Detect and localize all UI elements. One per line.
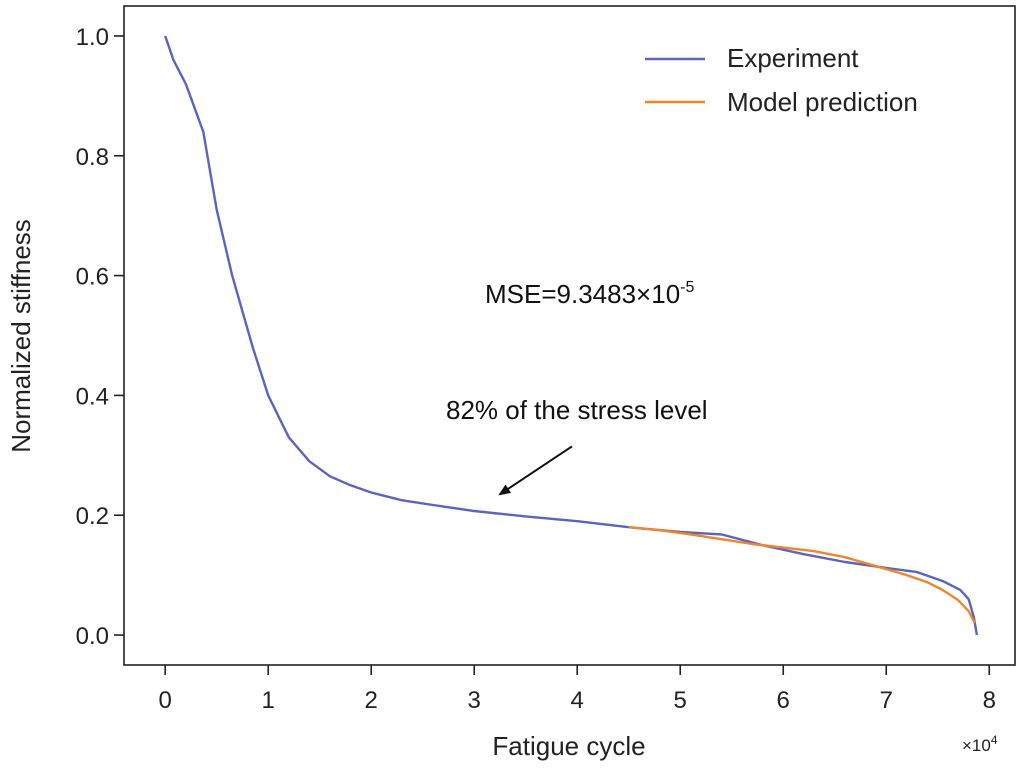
x-tick-label: 0 [159,687,172,714]
x-axis-multiplier: ×104 [962,733,998,755]
mse-base: MSE=9.3483×10 [485,279,680,309]
x-axis: 0 1 2 3 4 5 6 7 8 [159,665,996,714]
legend-label-model-prediction: Model prediction [727,87,918,117]
y-tick-label: 1.0 [76,24,109,51]
series-line-experiment [164,35,979,636]
annotation-arrow [498,445,573,496]
y-tick-label: 0.0 [76,623,109,650]
y-axis: 0.0 0.2 0.4 0.6 0.8 1.0 [76,24,124,650]
x-axis-title: Fatigue cycle [492,731,645,761]
x-tick-label: 6 [777,687,790,714]
x-tick-label: 4 [571,687,584,714]
y-axis-title: Normalized stiffness [6,219,36,453]
x-multiplier-base: ×10 [962,736,991,755]
series-layer [164,35,979,636]
y-tick-label: 0.2 [76,503,109,530]
mse-exponent: -5 [680,279,694,296]
x-tick-label: 3 [468,687,481,714]
x-tick-label: 2 [365,687,378,714]
x-tick-label: 1 [262,687,275,714]
y-tick-label: 0.8 [76,144,109,171]
plot-area-frame [123,5,1016,666]
x-tick-label: 5 [674,687,687,714]
x-tick-label: 8 [983,687,996,714]
y-tick-label: 0.6 [76,264,109,291]
legend-label-experiment: Experiment [727,43,859,73]
y-tick-label: 0.4 [76,383,109,410]
series-line-model-prediction [628,526,976,624]
x-tick-label: 7 [880,687,893,714]
stress-level-annotation: 82% of the stress level [446,395,708,425]
x-multiplier-exp: 4 [991,733,998,747]
mse-annotation: MSE=9.3483×10-5 [485,279,694,309]
legend: Experiment Model prediction [645,43,918,117]
